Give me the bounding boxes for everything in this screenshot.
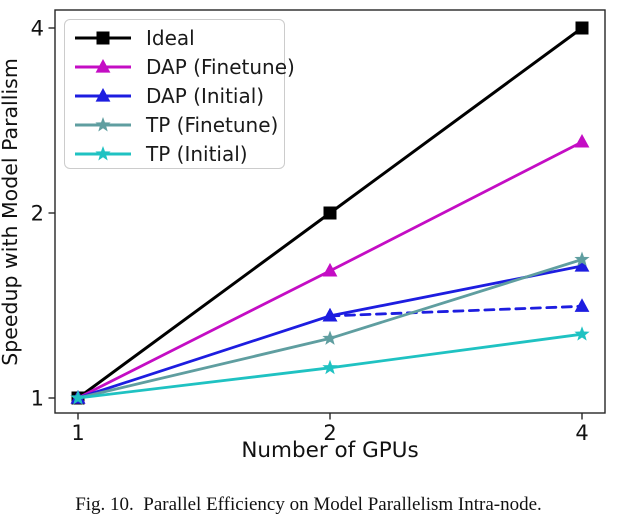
legend-item: DAP (Finetune): [74, 53, 295, 81]
legend-label: Ideal: [146, 25, 195, 50]
triangle-up-marker: [574, 133, 590, 148]
x-tick-label: 1: [71, 421, 84, 445]
legend-sample-line: [75, 31, 131, 44]
square-marker: [575, 21, 589, 35]
triangle-up-marker: [322, 307, 338, 322]
square-marker: [323, 206, 337, 220]
x-tick-label: 4: [575, 421, 588, 445]
y-tick-label: 1: [31, 387, 44, 411]
legend-item: Ideal: [74, 24, 284, 52]
triangle-up-marker: [322, 262, 338, 277]
legend-label: DAP (Initial): [146, 83, 265, 108]
legend-sample-line: [75, 116, 131, 131]
legend-sample-line: [75, 58, 131, 73]
legend-label: TP (Finetune): [146, 112, 279, 137]
square-icon: [96, 31, 110, 44]
star-marker: [322, 359, 338, 375]
chart-canvas: 1 2 4 1 2 4 Number of GPUs Speedup with Model…: [0, 9, 606, 463]
star-marker: [574, 251, 590, 267]
series-line: [328, 304, 584, 318]
legend-item: DAP (Initial): [74, 82, 284, 110]
y-axis-label: Speedup with Model Parallism: [0, 58, 22, 366]
triangle-up-marker: [574, 257, 590, 272]
star-icon: [95, 116, 111, 131]
legend-label: TP (Initial): [146, 141, 248, 166]
legend-item: TP (Finetune): [74, 111, 284, 139]
star-marker: [322, 330, 338, 345]
legend-item: TP (Initial): [74, 140, 284, 168]
legend-sample-line: [75, 145, 131, 160]
legend-sample-line: [75, 87, 131, 102]
triangle-up-marker: [574, 298, 590, 312]
legend: Ideal DAP (Finetune) DAP (Initial) TP (Fine…: [64, 19, 295, 169]
star-marker: [574, 326, 590, 341]
star-icon: [95, 145, 111, 160]
star-marker: [70, 390, 86, 405]
triangle-up-icon: [95, 58, 111, 73]
figure-caption: Fig. 10. Parallel Efficiency on Model Pa…: [75, 494, 542, 515]
y-tick-label: 2: [31, 202, 44, 226]
triangle-up-icon: [95, 87, 111, 102]
y-tick-label: 4: [31, 17, 44, 41]
x-axis-label: Number of GPUs: [241, 438, 418, 463]
legend-label: DAP (Finetune): [146, 54, 295, 79]
x-tick-label: 2: [323, 421, 336, 445]
